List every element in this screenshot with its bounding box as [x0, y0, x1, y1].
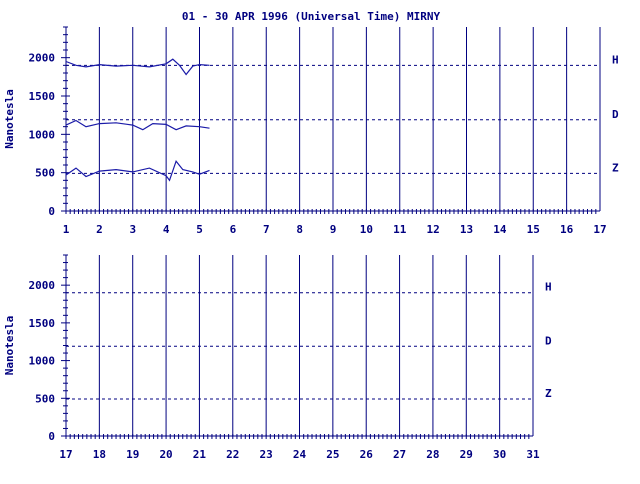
panel2-x-tick-label: 25 [326, 448, 339, 461]
panel1-x-tick-label: 5 [196, 223, 203, 236]
panel2-y-tick-label: 0 [48, 430, 55, 443]
panel2-x-tick-label: 31 [526, 448, 540, 461]
panel2-x-tick-label: 28 [426, 448, 439, 461]
panel1-y-label: Nanotesla [3, 89, 16, 149]
panel1-y-tick-label: 0 [48, 205, 55, 218]
panel2-x-tick-label: 27 [393, 448, 406, 461]
panel2-x-tick-label: 26 [360, 448, 374, 461]
panel1-baseline-label-z: Z [612, 161, 619, 174]
panel1-x-tick-label: 4 [163, 223, 170, 236]
panel1-x-tick-label: 12 [427, 223, 440, 236]
panel2-x-tick-label: 17 [59, 448, 72, 461]
panel2-baseline-label-h: H [545, 281, 552, 294]
panel2-x-tick-label: 30 [493, 448, 506, 461]
panel1-x-tick-label: 15 [527, 223, 540, 236]
panel2-x-tick-label: 18 [93, 448, 106, 461]
panel1-y-tick-label: 2000 [29, 52, 56, 65]
panel1-x-tick-label: 10 [360, 223, 373, 236]
panel2-x-tick-label: 20 [159, 448, 172, 461]
panel1-x-tick-label: 9 [330, 223, 337, 236]
panel1-x-tick-label: 17 [593, 223, 606, 236]
panel1-trace-z [65, 159, 210, 182]
panel2-y-label: Nanotesla [3, 316, 16, 376]
panel1-y-tick-label: 500 [35, 167, 55, 180]
panel2-y-tick-label: 1500 [29, 317, 56, 330]
panel1-trace-d [65, 119, 210, 131]
panel1-x-tick-label: 6 [230, 223, 237, 236]
panel2-y-tick-label: 1000 [29, 355, 56, 368]
panel2-x-tick-label: 21 [193, 448, 207, 461]
panel1-x-tick-label: 8 [296, 223, 303, 236]
panel2-x-tick-label: 22 [226, 448, 239, 461]
panel1-trace-h [65, 58, 210, 76]
panel1-x-tick-label: 1 [63, 223, 70, 236]
panel1-x-tick-label: 2 [96, 223, 103, 236]
panel2-baseline-label-d: D [545, 334, 552, 347]
panel1-y-tick-label: 1500 [29, 90, 56, 103]
panel1-baseline-label-h: H [612, 53, 619, 66]
panel1-baseline-label-d: D [612, 108, 619, 121]
chart-title: 01 - 30 APR 1996 (Universal Time) MIRNY [182, 10, 441, 23]
panel1-y-tick-label: 1000 [29, 128, 56, 141]
panel1-x-tick-label: 7 [263, 223, 270, 236]
panel2-x-tick-label: 19 [126, 448, 139, 461]
panel2-x-tick-label: 24 [293, 448, 307, 461]
panel2-y-tick-label: 2000 [29, 279, 56, 292]
panel2-y-tick-label: 500 [35, 392, 55, 405]
panel1-x-tick-label: 11 [393, 223, 407, 236]
panel1-x-tick-label: 14 [493, 223, 507, 236]
panel2-baseline-label-z: Z [545, 387, 552, 400]
panel2-x-tick-label: 23 [260, 448, 273, 461]
panel1-x-tick-label: 13 [460, 223, 473, 236]
panel1-x-tick-label: 16 [560, 223, 574, 236]
panel2-x-tick-label: 29 [460, 448, 473, 461]
panel1-x-tick-label: 3 [129, 223, 136, 236]
